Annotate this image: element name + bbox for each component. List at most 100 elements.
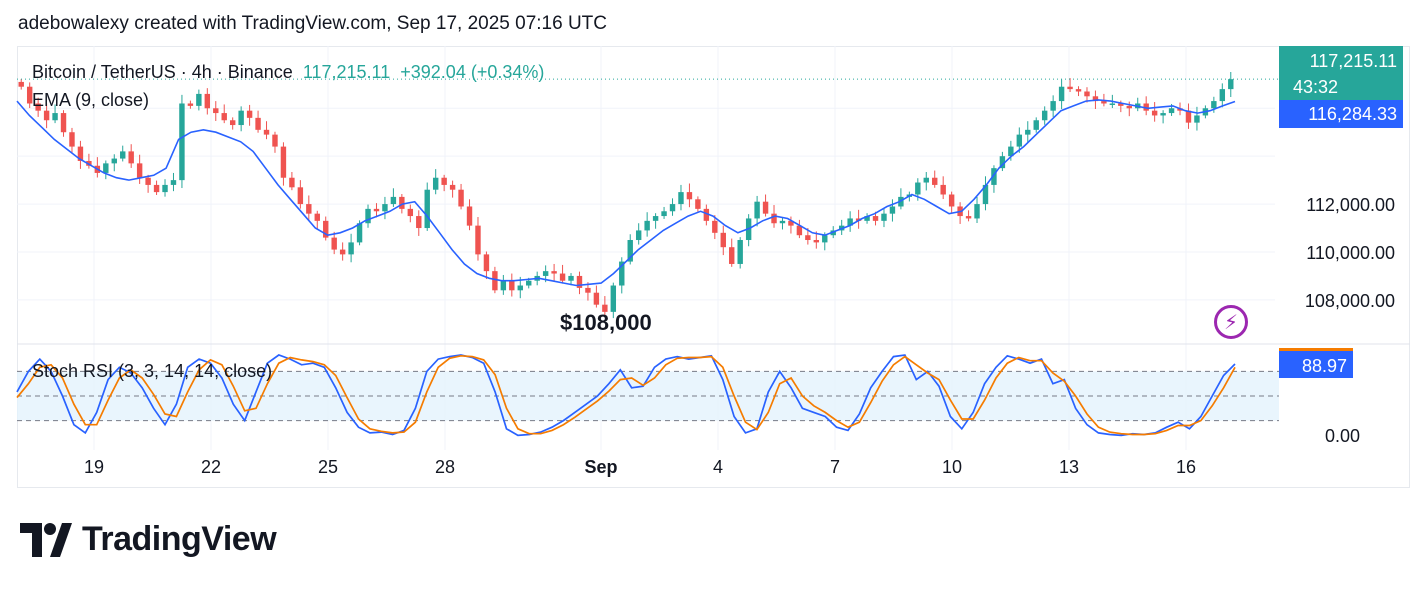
- candle-body: [69, 132, 75, 147]
- candle: [974, 196, 980, 224]
- candle: [1025, 121, 1031, 143]
- candle: [695, 196, 701, 212]
- candle-body: [974, 204, 980, 219]
- candle-body: [339, 249, 346, 255]
- price-tick-label: 112,000.00: [1306, 195, 1395, 215]
- candle-body: [1211, 101, 1217, 109]
- candle-body: [965, 216, 972, 219]
- candle-body: [661, 211, 667, 217]
- last-price-value: 117,215.11: [1309, 51, 1397, 71]
- candle: [331, 231, 337, 255]
- candle: [762, 194, 769, 217]
- candle-body: [187, 103, 194, 106]
- candle: [1050, 95, 1056, 117]
- candle-body: [52, 113, 58, 121]
- candle: [703, 204, 710, 226]
- candle: [568, 273, 574, 286]
- candle: [246, 104, 253, 126]
- candle-body: [432, 177, 439, 190]
- candle-body: [424, 189, 430, 229]
- candle: [500, 274, 507, 295]
- candle-body: [390, 196, 397, 205]
- symbol-legend: Bitcoin / TetherUS · 4h · Binance 117,21…: [32, 62, 544, 83]
- candle-countdown: 43:32: [1293, 77, 1339, 97]
- candle-body: [627, 240, 633, 262]
- candle-body: [1143, 103, 1149, 111]
- candle: [1084, 87, 1090, 103]
- candle-body: [1041, 110, 1048, 121]
- candle: [103, 160, 109, 180]
- candle-body: [1092, 96, 1099, 102]
- ema-price-tag: 116,284.33: [1279, 100, 1403, 128]
- candle-body: [1016, 134, 1023, 147]
- candle: [373, 203, 380, 218]
- candle-body: [932, 177, 938, 185]
- candle: [889, 199, 896, 222]
- candle: [788, 216, 794, 234]
- stoch-value-tag: 88.97: [1279, 348, 1353, 378]
- stoch-legend: Stoch RSI (3, 3, 14, 14, close): [32, 361, 273, 381]
- candle: [729, 238, 735, 267]
- candle-body: [331, 237, 337, 250]
- candle: [1016, 127, 1023, 153]
- candle-body: [365, 208, 371, 224]
- stoch-level-lines: [17, 370, 1279, 422]
- support-annotation: $108,000: [560, 310, 652, 335]
- candle: [179, 94, 185, 189]
- lightning-bolt-icon[interactable]: ⚡: [1214, 305, 1248, 339]
- candle-body: [26, 86, 33, 104]
- time-tick-label: 22: [201, 457, 221, 477]
- candle: [881, 207, 887, 228]
- candle: [754, 195, 760, 227]
- candle-body: [458, 189, 464, 207]
- candle-body: [196, 93, 202, 106]
- candle: [627, 234, 633, 265]
- candle: [585, 282, 591, 301]
- candle: [669, 198, 676, 216]
- candle-body: [170, 180, 177, 185]
- candle-body: [136, 163, 143, 178]
- candle: [229, 117, 236, 130]
- tradingview-logo-icon: [20, 522, 72, 557]
- candle: [576, 271, 583, 295]
- candle-body: [204, 93, 211, 109]
- candle-body: [585, 287, 591, 293]
- candle: [957, 202, 963, 224]
- candle-body: [847, 218, 853, 226]
- candle-body: [1008, 146, 1014, 157]
- candle: [204, 88, 211, 115]
- candle-body: [788, 220, 794, 226]
- candle: [602, 296, 608, 317]
- candle: [255, 110, 261, 133]
- candle: [280, 142, 287, 186]
- candle-body: [762, 201, 769, 214]
- candle-body: [246, 110, 253, 118]
- candle-body: [1075, 89, 1082, 92]
- candle: [923, 171, 929, 191]
- candle: [128, 144, 134, 168]
- candle: [382, 196, 388, 220]
- candle-body: [272, 134, 278, 147]
- candle: [449, 180, 456, 198]
- candle: [678, 184, 684, 211]
- stoch-d-line: [16, 354, 1236, 436]
- candle-body: [729, 247, 735, 264]
- candle: [686, 183, 693, 208]
- candle-body: [915, 182, 921, 195]
- candle: [635, 223, 642, 245]
- candle: [120, 145, 126, 162]
- chart-frame: [17, 46, 1410, 488]
- candle-body: [999, 156, 1006, 169]
- price-tick-label: 108,000.00: [1305, 291, 1395, 311]
- candle-body: [1126, 105, 1132, 109]
- candle-body: [103, 163, 109, 173]
- candle-body: [652, 216, 659, 221]
- candle: [982, 176, 989, 211]
- candle-body: [162, 184, 168, 193]
- candle-body: [1058, 86, 1065, 102]
- candle-body: [635, 230, 642, 241]
- candle-body: [1219, 89, 1226, 102]
- candle-body: [754, 201, 760, 219]
- candle: [136, 154, 143, 184]
